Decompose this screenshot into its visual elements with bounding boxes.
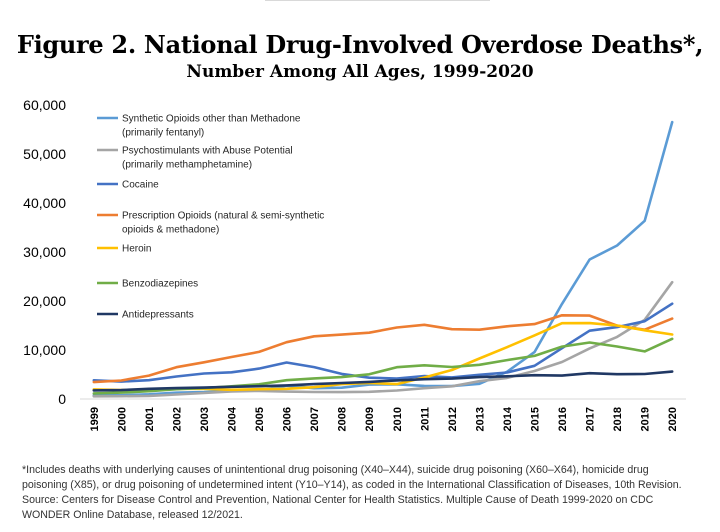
x-tick-label: 2020	[667, 407, 679, 431]
legend-label: Antidepressants	[122, 310, 194, 321]
x-tick-label: 2009	[364, 407, 376, 431]
x-tick-label: 2018	[612, 407, 624, 431]
x-tick-label: 2017	[585, 407, 597, 431]
line-chart: 0 10,000 20,000 30,000 40,000 50,000 60,000 19…	[23, 97, 686, 431]
y-tick-label: 20,000	[23, 293, 66, 309]
x-axis: 1999 2000 2001 2002 2003 2004 2005 2006 2007 2008…	[80, 398, 686, 431]
x-tick-label: 2000	[116, 407, 128, 431]
top-rule	[265, 0, 490, 1]
legend-label: opioids & methadone)	[122, 225, 219, 236]
x-tick-label: 2005	[254, 407, 266, 431]
series-line	[92, 302, 674, 383]
y-tick-label: 0	[58, 391, 66, 407]
x-tick-label: 2006	[282, 407, 294, 431]
y-tick-label: 40,000	[23, 195, 66, 211]
legend-label: Cocaine	[122, 180, 159, 191]
x-tick-label: 2016	[557, 407, 569, 431]
y-tick-label: 50,000	[23, 146, 66, 162]
x-tick-label: 2002	[171, 407, 183, 431]
footnote: *Includes deaths with underlying causes …	[22, 463, 712, 523]
footnote-line: *Includes deaths with underlying causes …	[22, 464, 649, 476]
legend-label: Prescription Opioids (natural & semi-syn…	[122, 211, 324, 222]
x-tick-label: 2003	[199, 407, 211, 431]
legend-label: Synthetic Opioids other than Methadone	[122, 114, 301, 125]
x-tick-label: 2012	[447, 407, 459, 431]
footnote-line: WONDER Online Database, released 12/2021…	[22, 509, 243, 521]
legend-label: (primarily fentanyl)	[122, 128, 204, 139]
x-tick-label: 2008	[337, 407, 349, 431]
y-tick-label: 10,000	[23, 342, 66, 358]
footnote-line: Source: Centers for Disease Control and …	[22, 494, 654, 506]
y-tick-label: 60,000	[23, 97, 66, 113]
series-line	[92, 280, 674, 398]
legend-label: (primarily methamphetamine)	[122, 160, 252, 171]
x-tick-label: 2004	[227, 406, 239, 431]
x-tick-label: 2010	[392, 407, 404, 431]
legend-label: Psychostimulants with Abuse Potential	[122, 146, 293, 157]
series-line	[92, 313, 674, 384]
legend: Synthetic Opioids other than Methadone (p…	[97, 114, 324, 321]
x-tick-label: 2015	[530, 407, 542, 431]
x-tick-label: 2013	[474, 407, 486, 431]
x-tick-label: 2007	[309, 407, 321, 431]
x-tick-label: 2011	[419, 407, 431, 431]
x-tick-label: 1999	[89, 407, 101, 431]
x-tick-label: 2014	[502, 406, 514, 431]
footnote-line: poisoning (X85), or drug poisoning of un…	[22, 479, 682, 491]
series-line	[92, 370, 674, 392]
x-tick-label: 2001	[144, 407, 156, 431]
y-axis: 0 10,000 20,000 30,000 40,000 50,000 60,000	[23, 97, 66, 407]
chart-title: Figure 2. National Drug-Involved Overdos…	[16, 30, 704, 59]
legend-label: Benzodiazepines	[122, 279, 198, 290]
y-tick-label: 30,000	[23, 244, 66, 260]
x-tick-label: 2019	[640, 407, 652, 431]
series-lines	[92, 120, 674, 398]
legend-label: Heroin	[122, 244, 151, 255]
chart-subtitle: Number Among All Ages, 1999-2020	[186, 62, 534, 82]
